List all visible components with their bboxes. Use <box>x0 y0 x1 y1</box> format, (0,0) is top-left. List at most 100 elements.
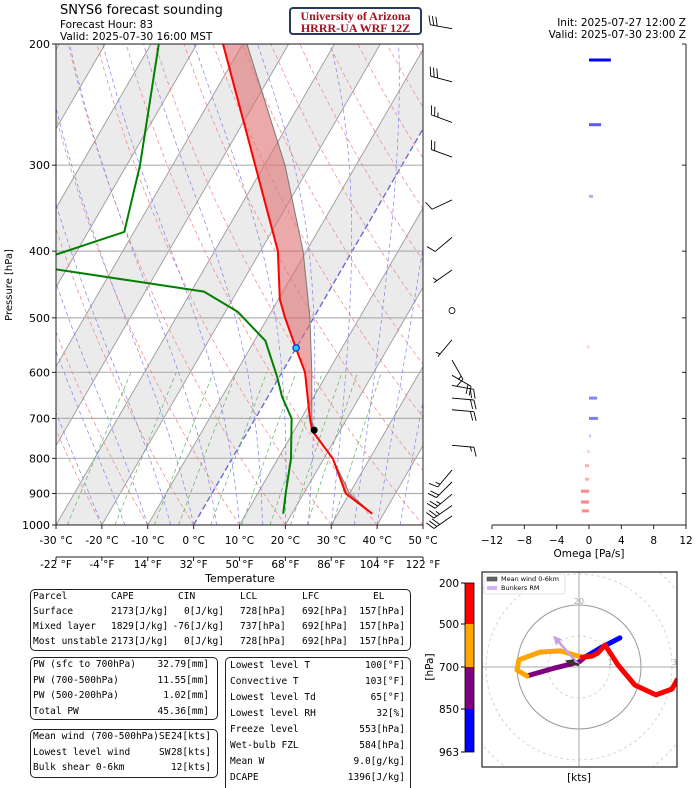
ring-label: 3 <box>672 658 677 667</box>
hodograph-frame <box>481 571 678 768</box>
parcel-header-lfc: LFC <box>302 591 320 602</box>
barb-full <box>426 512 435 519</box>
moist-adiabat <box>376 245 423 525</box>
wind-barb <box>451 444 477 457</box>
fahrenheit-tick-label: -22 °F <box>40 559 72 571</box>
dry-adiabat <box>503 44 700 525</box>
thermo-value: 103[°F] <box>364 676 405 687</box>
wind-direction: SW <box>159 746 171 758</box>
barb-full <box>426 502 436 509</box>
wind-barb <box>451 397 477 410</box>
barb-staff <box>431 149 453 158</box>
isotherm <box>56 44 152 209</box>
omega-bar <box>584 477 589 481</box>
dry-adiabat <box>56 114 240 525</box>
y-axis-label: Pressure [hPa] <box>4 249 15 321</box>
isotherm <box>284 286 423 525</box>
barb-staff <box>451 359 464 380</box>
barb-half <box>436 500 441 505</box>
mixing-ratio-line <box>290 372 343 525</box>
moist-adiabat <box>56 106 194 525</box>
parcel-cell: 157[hPa] <box>359 606 405 617</box>
omega-bar <box>589 434 591 438</box>
omega-tick-label: 8 <box>650 535 657 547</box>
omega-bar <box>581 509 589 513</box>
freezing-level-marker <box>292 344 300 352</box>
brand-box: University of Arizona HRRR-UA WRF 12Z <box>289 7 422 35</box>
x-axis-label: Temperature <box>204 572 275 585</box>
celsius-tick-label: 0 °C <box>182 535 205 547</box>
wind-barb <box>451 359 464 387</box>
wind-barb <box>451 374 472 396</box>
parcel-header-cin: CIN <box>178 591 196 602</box>
mean-wind-arrow <box>564 659 580 668</box>
fahrenheit-tick-label: 68 °F <box>271 559 299 571</box>
parcel-cell: 692[hPa] <box>302 606 348 617</box>
legend-mean-wind: Mean wind 0-6km <box>501 575 559 583</box>
pw-label: Total PW <box>33 705 79 717</box>
dry-adiabat <box>474 44 700 525</box>
parcel-cell: -76[J/kg] <box>172 621 224 632</box>
colorbar-tick-label: 850 <box>439 704 459 716</box>
barb-full <box>469 411 474 421</box>
wind-label: Lowest level wind <box>33 746 131 758</box>
barb-staff <box>430 24 453 30</box>
parcel-cell: 0[J/kg] <box>183 636 224 647</box>
colorbar-tick-label: 200 <box>439 578 459 590</box>
thermo-value: 1396[J/kg] <box>347 772 405 783</box>
omega-bar <box>587 345 590 349</box>
valid-local: Valid: 2025-07-30 16:00 MST <box>60 31 213 43</box>
fahrenheit-tick-label: 104 °F <box>360 559 395 571</box>
omega-tick-label: 0 <box>586 535 593 547</box>
mixing-ratio-line <box>66 372 132 525</box>
isotherm-band <box>331 366 423 525</box>
wind-label: Bulk shear 0-6km <box>33 762 125 773</box>
forecast-hour: Forecast Hour: 83 <box>60 19 154 31</box>
omega-bar <box>587 450 590 454</box>
barb-full <box>428 482 439 488</box>
sounding-title: SNYS6 forecast sounding <box>60 3 223 18</box>
barb-staff <box>451 385 474 390</box>
barb-staff <box>431 114 453 123</box>
dry-adiabat <box>56 428 103 525</box>
mixing-ratio-line <box>178 372 237 525</box>
wind-table: Mean wind (700-500hPa) SE 24[kts] Lowest le… <box>30 729 218 778</box>
parcel-cell: 692[hPa] <box>302 636 348 647</box>
precipitable-water-table: PW (sfc to 700hPa) 32.79[mm] PW (700-500hP… <box>30 657 218 720</box>
isotherm <box>56 44 244 368</box>
barb-full <box>469 388 473 399</box>
barb-half <box>435 351 441 355</box>
pressure-tick-label: 800 <box>29 452 50 465</box>
wind-value: 28[kts] <box>170 746 211 758</box>
mean-wind-arrow-head <box>564 659 575 668</box>
moist-adiabat <box>69 44 217 525</box>
fahrenheit-tick-label: -4 °F <box>89 559 114 571</box>
pressure-tick-label: 700 <box>29 412 50 425</box>
dry-adiabat <box>415 44 423 58</box>
wind-direction: SE <box>159 731 171 742</box>
thermo-label: Wet-bulb FZL <box>230 740 299 751</box>
barb-staff <box>451 444 474 448</box>
hodograph-x-label: [kts] <box>567 772 591 784</box>
pw-value: 11.55[mm] <box>157 674 209 686</box>
thermo-value: 9.0[g/kg] <box>353 756 405 767</box>
fahrenheit-tick-label: 32 °F <box>180 559 208 571</box>
mixing-ratio-line <box>114 372 177 525</box>
thermo-label: Mean W <box>230 756 265 767</box>
init-time: Init: 2025-07-27 12:00 Z <box>557 17 686 29</box>
bunkers-rm-arrow-shaft <box>554 637 580 666</box>
isotherm <box>56 44 198 289</box>
mixing-ratio-line <box>153 372 214 525</box>
wind-barb <box>451 409 477 421</box>
bunkers-rm-arrow-head <box>553 635 562 645</box>
pressure-tick-label: 1000 <box>22 519 50 532</box>
omega-axis-label: Omega [Pa/s] <box>554 548 625 560</box>
thermo-label: Lowest level RH <box>230 708 316 719</box>
wind-barb <box>430 140 453 158</box>
wind-barb <box>428 469 453 488</box>
barb-full <box>473 389 476 399</box>
thermo-value: 100[°F] <box>364 660 405 671</box>
omega-bar <box>580 500 589 504</box>
barb-full <box>430 490 440 496</box>
